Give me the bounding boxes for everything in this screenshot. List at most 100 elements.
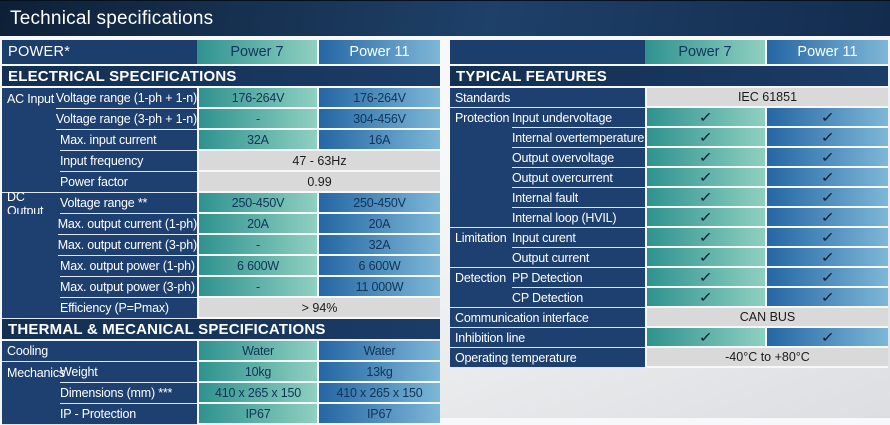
value-cell-power7: ✓ <box>645 208 765 228</box>
row-label-wrap: Output current <box>450 248 645 268</box>
table-row: Internal loop (HVIL) ✓ ✓ <box>450 208 888 228</box>
value-cell-power7: ✓ <box>645 248 765 268</box>
value-cell-power11: ✓ <box>765 128 888 148</box>
row-label-wrap: Output overcurrent <box>450 168 645 188</box>
check-icon: ✓ <box>820 129 835 145</box>
group-label <box>2 298 60 319</box>
row-label-wrap: Output overvoltage <box>450 148 645 168</box>
row-label-wrap: Input frequency <box>2 151 197 172</box>
group-label <box>2 109 56 130</box>
features-table-right: Power 7 Power 11 TYPICAL FEATURES Standards… <box>450 40 888 368</box>
row-label-wrap: Internal overtemperature <box>450 128 645 148</box>
group-label <box>450 128 512 148</box>
check-icon: ✓ <box>698 149 714 165</box>
row-label: Max. output power (1-ph) <box>60 256 197 277</box>
column-header-power11: Power 11 <box>765 40 888 64</box>
check-icon: ✓ <box>820 169 835 185</box>
row-label: Output overvoltage <box>512 148 645 168</box>
group-label <box>2 214 58 235</box>
check-icon: ✓ <box>698 329 714 345</box>
table-row: Dimensions (mm) *** 410 x 265 x 150 410 x … <box>2 383 440 404</box>
check-icon: ✓ <box>698 269 714 285</box>
row-label: Max. output power (3-ph) <box>60 277 197 298</box>
group-label <box>450 168 512 188</box>
value-cell-power11: 20A <box>317 214 440 235</box>
table-row: Inhibition line ✓ ✓ <box>450 328 888 348</box>
value-cell-power7: ✓ <box>645 148 765 168</box>
table-row: Max. output power (3-ph) -11 000W <box>2 277 440 298</box>
check-icon: ✓ <box>820 109 835 125</box>
value-cell-power7: ✓ <box>645 268 765 288</box>
value-cell-power7: 410 x 265 x 150 <box>197 383 317 404</box>
section-heading: TYPICAL FEATURES <box>450 66 888 86</box>
table-row: Standards IEC 61851 <box>450 88 888 108</box>
group-label <box>2 235 58 256</box>
row-label: Internal overtemperature <box>512 128 645 148</box>
span-value-cell: > 94% <box>197 298 440 319</box>
group-label <box>2 277 60 298</box>
check-icon: ✓ <box>698 169 714 185</box>
check-icon: ✓ <box>698 289 714 305</box>
table-row: Cooling Water Water <box>2 341 440 362</box>
row-label-wrap: Internal fault <box>450 188 645 208</box>
value-cell-power7: ✓ <box>645 288 765 308</box>
row-label: Max. output current (1-ph) <box>57 214 197 235</box>
row-label-wrap: Mechanics Weight <box>2 362 197 383</box>
row-label: Power factor <box>60 172 197 193</box>
group-label <box>450 288 512 308</box>
value-cell-power11: ✓ <box>765 108 888 128</box>
value-cell-power11: ✓ <box>765 268 888 288</box>
value-cell-power11: ✓ <box>765 328 888 348</box>
value-cell-power11: ✓ <box>765 208 888 228</box>
value-cell-power7: ✓ <box>645 108 765 128</box>
group-label <box>2 130 60 151</box>
table-row: Operating temperature -40°C to +80°C <box>450 348 888 368</box>
row-label: Voltage range (3-ph + 1-n) <box>55 109 197 130</box>
row-label-wrap: Dimensions (mm) *** <box>2 383 197 404</box>
table-row: Protection Input undervoltage ✓ ✓ <box>450 108 888 128</box>
group-label <box>450 248 512 268</box>
row-label-wrap: DC Output Voltage range ** <box>2 189 197 218</box>
span-value-cell: IEC 61851 <box>645 88 888 108</box>
value-cell-power11: ✓ <box>765 188 888 208</box>
value-cell-power7: ✓ <box>645 188 765 208</box>
page-title: Technical specifications <box>0 0 890 36</box>
value-cell-power7: ✓ <box>645 128 765 148</box>
check-icon: ✓ <box>698 129 714 145</box>
row-label: Standards <box>450 88 645 108</box>
value-cell-power7: 10kg <box>197 362 317 383</box>
value-cell-power11: 16A <box>317 130 440 151</box>
table-header-label: POWER* <box>2 40 197 64</box>
value-cell-power11: 32A <box>317 235 440 256</box>
table-row: Output overvoltage ✓ ✓ <box>450 148 888 168</box>
row-label: Output overcurrent <box>512 168 645 188</box>
row-label: Max. input current <box>60 130 197 151</box>
check-icon: ✓ <box>698 249 714 265</box>
row-label: Input undervoltage <box>512 108 645 128</box>
value-cell-power7: 20A <box>197 214 317 235</box>
value-cell-power11: 176-264V <box>317 88 440 109</box>
row-label: Internal fault <box>512 188 645 208</box>
span-value-cell: 47 - 63Hz <box>197 151 440 172</box>
row-label-wrap: Inhibition line <box>450 328 645 348</box>
value-cell-power11: ✓ <box>765 168 888 188</box>
value-cell-power7: 32A <box>197 130 317 151</box>
table-row: Efficiency (P=Pmax) > 94% <box>2 298 440 319</box>
check-icon: ✓ <box>820 229 835 245</box>
value-cell-power7: 6 600W <box>197 256 317 277</box>
row-label-wrap: Limitation Input curent <box>450 228 645 248</box>
value-cell-power11: 13kg <box>317 362 440 383</box>
row-label-wrap: Protection Input undervoltage <box>450 108 645 128</box>
value-cell-power7: ✓ <box>645 328 765 348</box>
group-label: DC Output <box>7 189 44 218</box>
group-label <box>450 208 512 228</box>
row-label-wrap: Detection PP Detection <box>450 268 645 288</box>
row-label-wrap: Internal loop (HVIL) <box>450 208 645 228</box>
table-header-row: Power 7 Power 11 <box>450 40 888 64</box>
group-label: Mechanics <box>7 365 65 380</box>
value-cell-power7: - <box>197 277 317 298</box>
group-label: AC Input <box>7 91 55 106</box>
table-row: Power factor 0.99 <box>2 172 440 193</box>
value-cell-power11: ✓ <box>765 148 888 168</box>
value-cell-power7: - <box>197 235 317 256</box>
